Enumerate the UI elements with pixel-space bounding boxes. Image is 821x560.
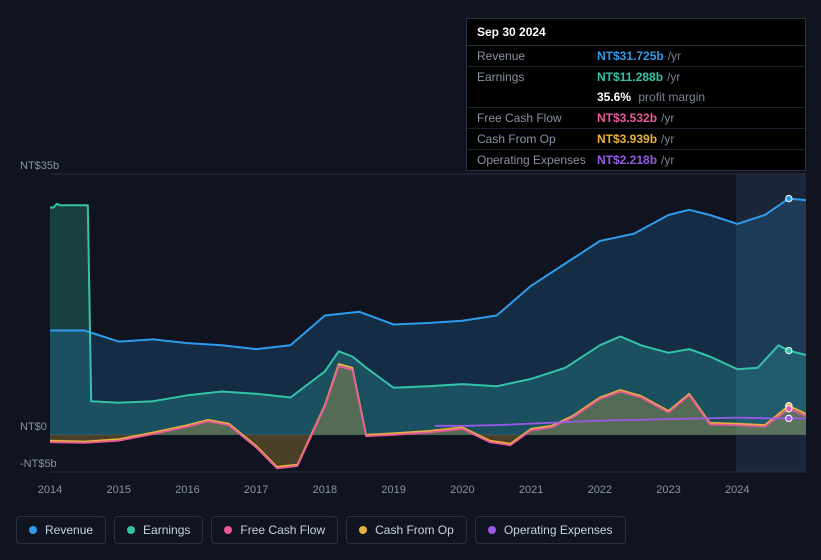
tooltip-row: Cash From OpNT$3.939b/yr	[467, 129, 805, 150]
legend: Revenue Earnings Free Cash Flow Cash From O…	[16, 516, 626, 544]
x-axis-label: 2023	[656, 484, 680, 496]
chart-svg	[16, 158, 806, 478]
legend-item-revenue[interactable]: Revenue	[16, 516, 106, 544]
legend-label: Cash From Op	[375, 523, 454, 537]
financials-chart-panel: Sep 30 2024 RevenueNT$31.725b/yrEarnings…	[0, 0, 821, 560]
tooltip-row-suffix: /yr	[661, 111, 674, 125]
series-end-marker-freeCashFlow	[786, 405, 792, 411]
legend-swatch	[29, 526, 37, 534]
legend-item-operatingExpenses[interactable]: Operating Expenses	[475, 516, 626, 544]
tooltip-date: Sep 30 2024	[467, 19, 805, 46]
legend-swatch	[127, 526, 135, 534]
tooltip-row-value: NT$11.288b	[597, 70, 663, 84]
legend-swatch	[359, 526, 367, 534]
tooltip-row-value: NT$31.725b	[597, 49, 664, 63]
tooltip-row-label: Cash From Op	[477, 132, 597, 146]
tooltip-row: RevenueNT$31.725b/yr	[467, 46, 805, 67]
chart-tooltip: Sep 30 2024 RevenueNT$31.725b/yrEarnings…	[466, 18, 806, 171]
x-axis-label: 2021	[519, 484, 543, 496]
chart-plot-area[interactable]	[16, 158, 806, 478]
legend-label: Revenue	[45, 523, 93, 537]
x-axis-label: 2015	[106, 484, 130, 496]
x-axis-label: 2017	[244, 484, 268, 496]
tooltip-row-label: Revenue	[477, 49, 597, 63]
tooltip-row: Free Cash FlowNT$3.532b/yr	[467, 108, 805, 129]
x-axis-label: 2024	[725, 484, 749, 496]
tooltip-row-value: NT$3.939b	[597, 132, 657, 146]
series-end-marker-operatingExpenses	[786, 415, 792, 421]
x-axis-label: 2022	[588, 484, 612, 496]
legend-item-earnings[interactable]: Earnings	[114, 516, 203, 544]
x-axis-label: 2019	[381, 484, 405, 496]
x-axis-label: 2018	[313, 484, 337, 496]
x-axis-label: 2020	[450, 484, 474, 496]
tooltip-row-suffix: /yr	[668, 49, 681, 63]
legend-label: Earnings	[143, 523, 190, 537]
tooltip-row-suffix: /yr	[667, 70, 680, 84]
series-end-marker-earnings	[786, 347, 792, 353]
tooltip-row-suffix: /yr	[661, 132, 674, 146]
x-axis-label: 2014	[38, 484, 62, 496]
legend-item-cashFromOp[interactable]: Cash From Op	[346, 516, 467, 544]
tooltip-row-label: Earnings	[477, 70, 597, 84]
legend-label: Operating Expenses	[504, 523, 613, 537]
tooltip-row: EarningsNT$11.288b/yr	[467, 67, 805, 87]
tooltip-profit-margin: 35.6% profit margin	[467, 87, 805, 108]
legend-item-freeCashFlow[interactable]: Free Cash Flow	[211, 516, 338, 544]
legend-label: Free Cash Flow	[240, 523, 325, 537]
x-axis-label: 2016	[175, 484, 199, 496]
tooltip-row-label: Free Cash Flow	[477, 111, 597, 125]
series-end-marker-revenue	[786, 195, 792, 201]
legend-swatch	[224, 526, 232, 534]
tooltip-row-value: NT$3.532b	[597, 111, 657, 125]
legend-swatch	[488, 526, 496, 534]
x-axis: 2014 2015 2016 2017 2018 2019 2020 2021 2022 2023…	[16, 484, 806, 502]
